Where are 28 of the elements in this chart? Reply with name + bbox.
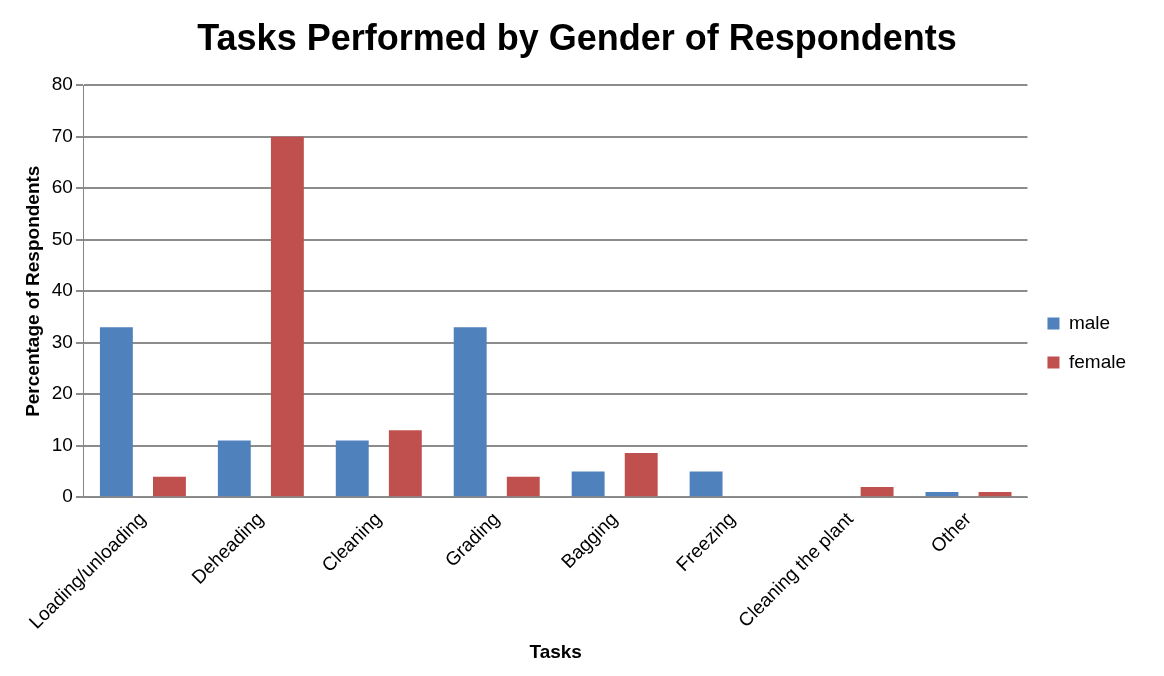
bar — [388, 430, 422, 497]
x-axis-title: Tasks — [529, 640, 582, 662]
y-tick-label: 70 — [51, 124, 73, 146]
y-tick-label: 80 — [51, 73, 73, 95]
bar — [978, 492, 1012, 497]
bar — [217, 440, 251, 497]
y-tick-label: 30 — [51, 330, 73, 352]
bar — [624, 452, 658, 497]
bar — [925, 492, 959, 497]
y-tick-label: 40 — [51, 279, 73, 301]
bar — [689, 471, 723, 497]
y-axis-title: Percentage of Respondents — [21, 165, 43, 417]
bar — [335, 440, 369, 497]
bar — [270, 136, 304, 497]
bar — [571, 471, 605, 497]
bar — [99, 327, 133, 497]
bar — [152, 476, 186, 497]
bar — [453, 327, 487, 497]
legend-label: male — [1068, 311, 1111, 333]
y-tick-label: 0 — [62, 485, 73, 507]
bar — [860, 486, 894, 497]
y-tick-label: 60 — [51, 176, 73, 198]
y-tick-label: 20 — [51, 382, 73, 404]
legend-label: female — [1068, 350, 1126, 372]
bar — [506, 476, 540, 497]
y-tick-label: 50 — [51, 227, 73, 249]
y-tick-label: 10 — [51, 433, 73, 455]
chart-title: Tasks Performed by Gender of Respondents — [197, 16, 957, 58]
